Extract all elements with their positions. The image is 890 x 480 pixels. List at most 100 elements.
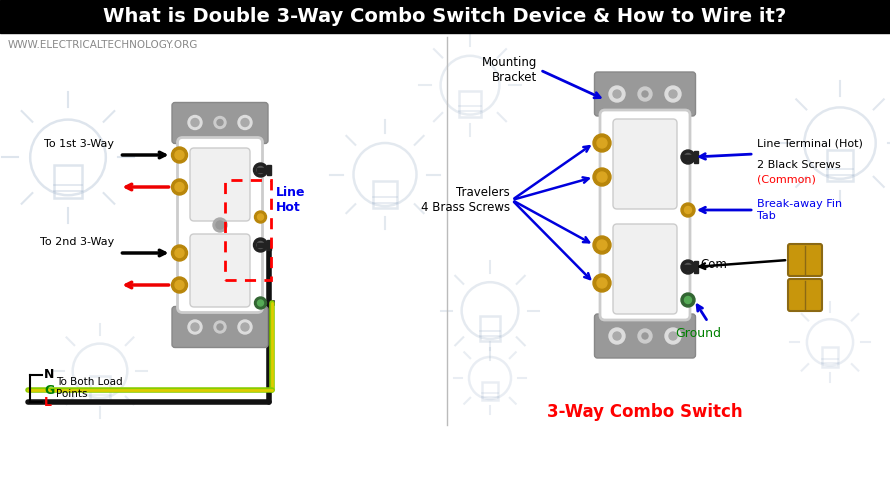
Bar	[821, 347, 838, 367]
Circle shape	[191, 119, 199, 127]
Circle shape	[638, 87, 652, 101]
Bar	[256, 168, 264, 172]
FancyBboxPatch shape	[788, 279, 822, 311]
Bar	[683, 155, 693, 159]
Bar	[694, 151, 698, 163]
Circle shape	[681, 260, 695, 274]
Circle shape	[593, 236, 611, 254]
FancyBboxPatch shape	[172, 307, 268, 348]
Circle shape	[593, 274, 611, 292]
Text: 2 Black Screws: 2 Black Screws	[757, 160, 841, 170]
Circle shape	[254, 163, 268, 177]
Bar	[482, 382, 498, 400]
FancyBboxPatch shape	[595, 314, 695, 358]
Circle shape	[214, 117, 226, 129]
Circle shape	[609, 328, 625, 344]
Circle shape	[257, 214, 263, 220]
Circle shape	[681, 293, 695, 307]
Text: Break-away Fin
Tab: Break-away Fin Tab	[757, 199, 842, 221]
Circle shape	[172, 147, 188, 163]
FancyBboxPatch shape	[190, 234, 250, 307]
Circle shape	[684, 264, 692, 271]
Bar	[480, 316, 500, 341]
Circle shape	[257, 167, 264, 173]
Circle shape	[597, 172, 607, 182]
Text: 3-Way Combo Switch: 3-Way Combo Switch	[547, 403, 743, 421]
Bar	[694, 261, 698, 273]
Text: Line Terminal (Hot): Line Terminal (Hot)	[757, 138, 863, 148]
Bar	[0, 0, 890, 33]
Circle shape	[172, 179, 188, 195]
Text: Mounting
Bracket: Mounting Bracket	[481, 56, 537, 84]
Bar	[90, 376, 110, 400]
FancyBboxPatch shape	[600, 110, 690, 320]
Text: What is Double 3-Way Combo Switch Device & How to Wire it?: What is Double 3-Way Combo Switch Device…	[103, 8, 787, 26]
Circle shape	[175, 182, 184, 192]
Circle shape	[255, 297, 266, 309]
Circle shape	[257, 241, 264, 249]
Text: WWW.ELECTRICALTECHNOLOGY.ORG: WWW.ELECTRICALTECHNOLOGY.ORG	[8, 40, 198, 50]
Circle shape	[217, 324, 223, 330]
Circle shape	[175, 249, 184, 257]
Circle shape	[238, 116, 252, 130]
Text: L: L	[44, 396, 52, 408]
Circle shape	[217, 120, 223, 125]
Text: Line
Hot: Line Hot	[276, 186, 305, 214]
Circle shape	[175, 151, 184, 159]
FancyBboxPatch shape	[613, 119, 677, 209]
Circle shape	[665, 86, 681, 102]
Circle shape	[597, 138, 607, 148]
Bar	[459, 91, 481, 117]
Text: (Common): (Common)	[757, 175, 816, 185]
Circle shape	[642, 333, 648, 339]
Circle shape	[684, 154, 692, 160]
Circle shape	[238, 320, 252, 334]
Circle shape	[613, 90, 621, 98]
FancyBboxPatch shape	[788, 244, 822, 276]
Text: N: N	[44, 369, 54, 382]
Circle shape	[642, 91, 648, 97]
Text: G: G	[44, 384, 54, 396]
Bar	[225, 180, 271, 280]
Bar	[374, 181, 397, 208]
Circle shape	[188, 320, 202, 334]
Circle shape	[214, 321, 226, 333]
Bar	[683, 264, 693, 269]
Circle shape	[669, 90, 677, 98]
Circle shape	[172, 245, 188, 261]
FancyBboxPatch shape	[177, 137, 263, 312]
Circle shape	[191, 323, 199, 331]
Circle shape	[597, 278, 607, 288]
Circle shape	[681, 203, 695, 217]
Circle shape	[593, 134, 611, 152]
Circle shape	[255, 211, 266, 223]
Bar	[827, 150, 854, 181]
Circle shape	[681, 150, 695, 164]
FancyBboxPatch shape	[172, 103, 268, 144]
Text: To 1st 3-Way: To 1st 3-Way	[44, 139, 115, 149]
Circle shape	[241, 323, 249, 331]
Circle shape	[593, 168, 611, 186]
Circle shape	[609, 86, 625, 102]
Circle shape	[188, 116, 202, 130]
Circle shape	[241, 119, 249, 127]
Text: To 2nd 3-Way: To 2nd 3-Way	[40, 237, 115, 247]
Circle shape	[684, 297, 692, 303]
Text: To Both Load
Points: To Both Load Points	[56, 377, 123, 399]
Circle shape	[213, 218, 227, 232]
Circle shape	[665, 328, 681, 344]
Circle shape	[254, 238, 268, 252]
FancyBboxPatch shape	[613, 224, 677, 314]
Bar	[256, 243, 264, 247]
Text: Travelers
4 Brass Screws: Travelers 4 Brass Screws	[421, 186, 510, 214]
FancyBboxPatch shape	[595, 72, 695, 116]
Circle shape	[257, 300, 263, 306]
Circle shape	[638, 329, 652, 343]
Bar	[266, 240, 271, 250]
Circle shape	[597, 240, 607, 250]
Bar	[266, 165, 271, 175]
Circle shape	[613, 332, 621, 340]
Text: Ground: Ground	[675, 327, 721, 340]
Bar	[54, 165, 82, 198]
Circle shape	[172, 277, 188, 293]
